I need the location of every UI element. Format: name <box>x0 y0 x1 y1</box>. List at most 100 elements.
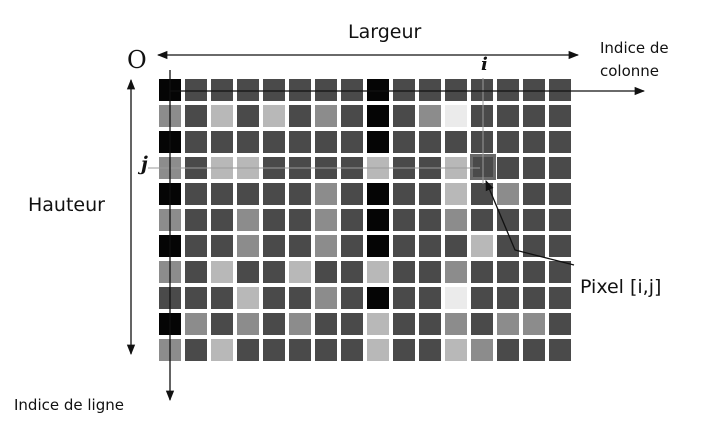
pixel-cell <box>393 79 415 101</box>
pixel-cell <box>471 339 493 361</box>
pixel-cell <box>471 261 493 283</box>
pixel-cell <box>471 157 493 179</box>
pixel-cell <box>549 261 571 283</box>
pixel-cell <box>445 261 467 283</box>
pixel-cell <box>211 131 233 153</box>
pixel-cell <box>289 105 311 127</box>
pixel-cell <box>471 235 493 257</box>
pixel-cell <box>523 339 545 361</box>
row-j-label: j <box>141 153 148 175</box>
pixel-cell <box>471 209 493 231</box>
pixel-cell <box>185 339 207 361</box>
pixel-cell <box>471 183 493 205</box>
pixel-cell <box>523 105 545 127</box>
pixel-cell <box>237 313 259 335</box>
pixel-cell <box>367 209 389 231</box>
pixel-cell <box>419 261 441 283</box>
pixel-cell <box>289 339 311 361</box>
pixel-cell <box>237 287 259 309</box>
pixel-cell <box>289 261 311 283</box>
pixel-cell <box>315 339 337 361</box>
pixel-cell <box>237 235 259 257</box>
pixel-cell <box>185 79 207 101</box>
pixel-cell <box>497 339 519 361</box>
pixel-cell <box>393 105 415 127</box>
pixel-cell <box>315 313 337 335</box>
pixel-cell <box>185 261 207 283</box>
pixel-cell <box>471 79 493 101</box>
pixel-cell <box>211 287 233 309</box>
pixel-cell <box>211 183 233 205</box>
pixel-cell <box>523 131 545 153</box>
pixel-cell <box>367 339 389 361</box>
pixel-cell <box>367 79 389 101</box>
pixel-cell <box>549 157 571 179</box>
pixel-cell <box>549 79 571 101</box>
pixel-cell <box>523 183 545 205</box>
pixel-cell <box>341 183 363 205</box>
pixel-cell <box>237 261 259 283</box>
pixel-cell <box>523 287 545 309</box>
pixel-cell <box>419 339 441 361</box>
pixel-cell <box>471 287 493 309</box>
pixel-cell <box>445 313 467 335</box>
pixel-cell <box>315 183 337 205</box>
pixel-cell <box>471 105 493 127</box>
pixel-cell <box>497 261 519 283</box>
pixel-cell <box>237 131 259 153</box>
pixel-cell <box>289 287 311 309</box>
pixel-cell <box>289 183 311 205</box>
pixel-cell <box>341 287 363 309</box>
pixel-cell <box>315 105 337 127</box>
pixel-cell <box>445 235 467 257</box>
pixel-cell <box>315 131 337 153</box>
height-label: Hauteur <box>28 194 105 216</box>
pixel-cell <box>367 105 389 127</box>
pixel-cell <box>497 105 519 127</box>
origin-label: O <box>127 46 147 74</box>
pixel-cell <box>393 183 415 205</box>
pixel-cell <box>315 79 337 101</box>
pixel-cell <box>237 339 259 361</box>
pixel-cell <box>289 131 311 153</box>
pixel-cell <box>341 131 363 153</box>
pixel-cell <box>523 209 545 231</box>
pixel-cell <box>393 339 415 361</box>
pixel-cell <box>211 209 233 231</box>
pixel-cell <box>523 79 545 101</box>
pixel-cell <box>185 105 207 127</box>
pixel-cell <box>549 105 571 127</box>
pixel-cell <box>471 313 493 335</box>
pixel-cell <box>341 79 363 101</box>
pixel-cell <box>315 209 337 231</box>
pixel-cell <box>185 287 207 309</box>
pixel-cell <box>419 131 441 153</box>
row-index-label: Indice de ligne <box>14 396 124 414</box>
pixel-cell <box>341 105 363 127</box>
pixel-cell <box>367 131 389 153</box>
pixel-cell <box>185 183 207 205</box>
pixel-cell <box>549 131 571 153</box>
pixel-cell <box>211 261 233 283</box>
column-i-label: i <box>481 54 488 75</box>
pixel-cell <box>497 313 519 335</box>
pixel-cell <box>341 209 363 231</box>
pixel-cell <box>549 287 571 309</box>
pixel-cell <box>367 235 389 257</box>
pixel-cell <box>263 287 285 309</box>
pixel-cell <box>393 287 415 309</box>
pixel-cell <box>549 313 571 335</box>
pixel-cell <box>263 131 285 153</box>
pixel-cell <box>393 235 415 257</box>
pixel-cell <box>263 261 285 283</box>
pixel-cell <box>419 209 441 231</box>
pixel-cell <box>393 131 415 153</box>
pixel-cell <box>393 261 415 283</box>
pixel-cell <box>419 287 441 309</box>
pixel-cell <box>263 183 285 205</box>
pixel-cell <box>185 209 207 231</box>
pixel-cell <box>549 339 571 361</box>
pixel-cell <box>237 209 259 231</box>
pixel-cell <box>237 183 259 205</box>
